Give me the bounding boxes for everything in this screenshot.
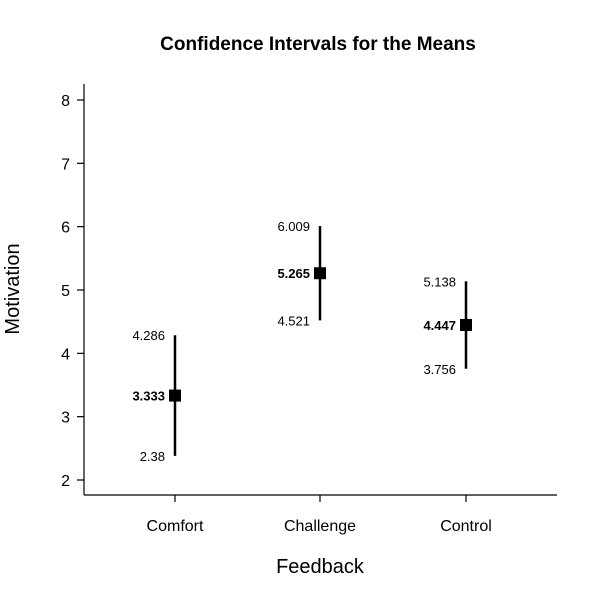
- lower-ci-label: 2.38: [140, 449, 165, 464]
- x-tick-label: Control: [440, 518, 492, 535]
- upper-ci-label: 5.138: [423, 274, 456, 289]
- y-tick-label: 3: [61, 410, 70, 427]
- mean-label: 5.265: [277, 266, 310, 281]
- mean-label: 3.333: [132, 389, 165, 404]
- y-tick-label: 4: [61, 346, 70, 363]
- y-tick-label: 5: [61, 283, 70, 300]
- y-tick-label: 2: [61, 473, 70, 490]
- y-tick-label: 8: [61, 93, 70, 110]
- y-ticks: 2 3 4 5 6 7 8: [61, 93, 84, 490]
- x-tick-label: Comfort: [147, 518, 204, 535]
- mean-point: [314, 267, 326, 280]
- x-axis-label: Feedback: [276, 556, 365, 578]
- upper-ci-label: 4.286: [132, 328, 165, 343]
- lower-ci-label: 3.756: [423, 362, 456, 377]
- lower-ci-label: 4.521: [277, 313, 310, 328]
- chart-title: Confidence Intervals for the Means: [160, 34, 476, 55]
- mean-point: [460, 319, 472, 332]
- y-axis-label: Motivation: [2, 243, 24, 334]
- y-tick-label: 7: [61, 156, 70, 173]
- y-tick-label: 6: [61, 220, 70, 237]
- x-tick-label: Challenge: [284, 518, 356, 535]
- upper-ci-label: 6.009: [277, 219, 310, 234]
- mean-point: [169, 389, 181, 402]
- x-ticks: Comfort Challenge Control: [147, 495, 492, 535]
- mean-label: 4.447: [423, 318, 456, 333]
- ci-marks: 4.286 3.333 2.38 6.009 5.265 4.521 5.138 4.447 3…: [132, 219, 472, 464]
